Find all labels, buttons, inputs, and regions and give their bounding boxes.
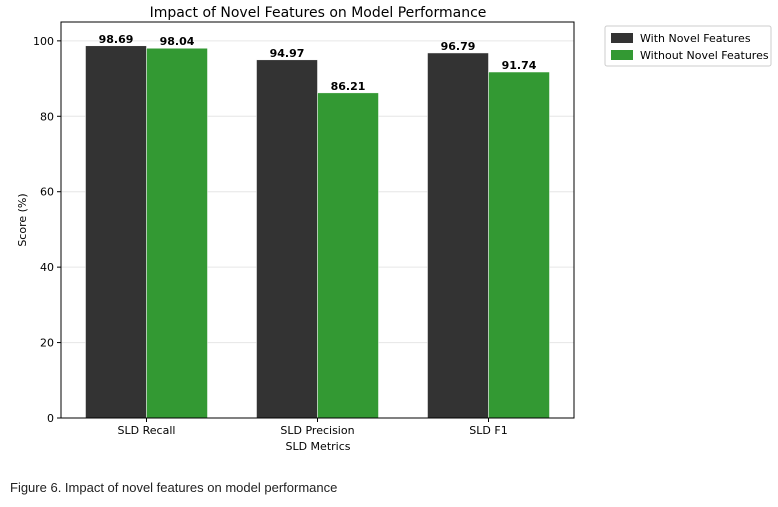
- x-tick-label: SLD Precision: [280, 424, 354, 437]
- x-tick-label: SLD F1: [469, 424, 507, 437]
- bars: [85, 45, 550, 419]
- bar-value-labels: 98.69 98.04 94.97 86.21 96.79 91.74: [99, 33, 537, 93]
- legend: With Novel Features Without Novel Feature…: [604, 25, 772, 67]
- figure-caption: Figure 6. Impact of novel features on mo…: [10, 480, 338, 495]
- bar: [256, 59, 318, 419]
- y-tick-label: 100: [33, 35, 54, 48]
- y-axis-ticks: 0 20 40 60 80 100: [33, 35, 61, 425]
- x-axis-label: SLD Metrics: [285, 440, 350, 453]
- bar: [146, 47, 208, 419]
- bar: [317, 92, 379, 419]
- bar-value-label: 86.21: [331, 80, 366, 93]
- legend-swatch: [611, 50, 633, 60]
- y-tick-label: 20: [40, 337, 54, 350]
- legend-frame: [604, 25, 772, 67]
- bar: [427, 52, 489, 419]
- bar-value-label: 98.69: [99, 33, 134, 46]
- bar: [85, 45, 147, 419]
- y-tick-label: 80: [40, 110, 54, 123]
- y-tick-label: 60: [40, 186, 54, 199]
- y-tick-label: 40: [40, 261, 54, 274]
- legend-swatch: [611, 33, 633, 43]
- x-axis-ticks: SLD Recall SLD Precision SLD F1: [118, 418, 508, 437]
- bar-value-label: 94.97: [270, 47, 305, 60]
- bar-value-label: 91.74: [502, 59, 537, 72]
- bar-value-label: 98.04: [160, 35, 195, 48]
- x-tick-label: SLD Recall: [118, 424, 176, 437]
- legend-label: With Novel Features: [640, 32, 751, 45]
- bar-value-label: 96.79: [441, 40, 476, 53]
- y-axis-label: Score (%): [16, 193, 29, 246]
- legend-label: Without Novel Features: [640, 49, 769, 62]
- chart-title: Impact of Novel Features on Model Perfor…: [150, 5, 487, 21]
- bar: [488, 71, 550, 419]
- y-tick-label: 0: [47, 412, 54, 425]
